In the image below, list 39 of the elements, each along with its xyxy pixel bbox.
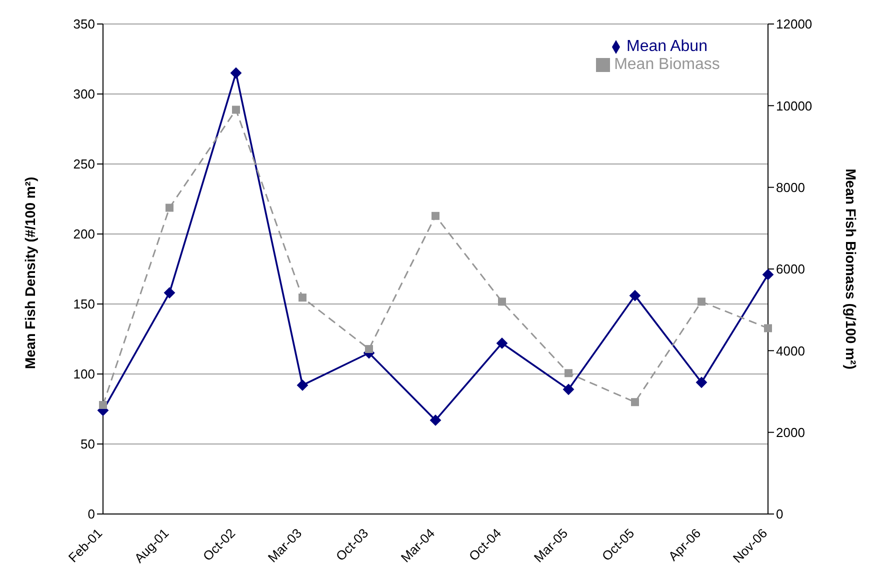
point bbox=[166, 204, 174, 212]
point bbox=[498, 298, 506, 306]
y-tick-label: 150 bbox=[73, 296, 95, 312]
point bbox=[365, 345, 373, 354]
point bbox=[430, 414, 441, 426]
point bbox=[297, 380, 308, 391]
y2-tick-label: 10000 bbox=[776, 98, 812, 114]
y2-tick-label: 6000 bbox=[776, 262, 805, 277]
point bbox=[630, 290, 640, 302]
y2-tick-label: 12000 bbox=[776, 16, 812, 32]
y-tick-label: 200 bbox=[73, 226, 95, 242]
point bbox=[99, 400, 107, 409]
y-axis-title: Mean Fish Density (#/100 m²) bbox=[22, 176, 38, 369]
point bbox=[564, 369, 572, 378]
legend-label: Mean Biomass bbox=[614, 56, 720, 73]
y2-tick-label: 8000 bbox=[776, 180, 805, 195]
legend-label: Mean Abun bbox=[626, 38, 708, 55]
y2-axis-title: Mean Fish Biomass (g/100 m²) bbox=[843, 168, 859, 370]
point bbox=[496, 338, 508, 349]
point bbox=[164, 287, 175, 298]
point bbox=[762, 269, 774, 280]
y-tick-label: 100 bbox=[73, 366, 95, 382]
y-tick-label: 350 bbox=[73, 16, 95, 32]
point bbox=[298, 294, 306, 302]
y2-tick-label: 2000 bbox=[776, 424, 805, 440]
point bbox=[563, 384, 574, 395]
y2-tick-label: 4000 bbox=[776, 343, 805, 358]
point bbox=[696, 376, 707, 388]
y-tick-label: 300 bbox=[73, 86, 95, 102]
y-tick-label: 250 bbox=[73, 156, 95, 172]
point bbox=[698, 298, 706, 306]
point bbox=[631, 398, 639, 406]
y-tick-label: 50 bbox=[80, 436, 95, 452]
point bbox=[764, 324, 772, 332]
y-tick-label: 0 bbox=[88, 506, 95, 522]
y2-tick-label: 0 bbox=[776, 506, 784, 522]
point bbox=[230, 68, 242, 78]
point bbox=[232, 106, 240, 114]
point bbox=[432, 212, 440, 220]
